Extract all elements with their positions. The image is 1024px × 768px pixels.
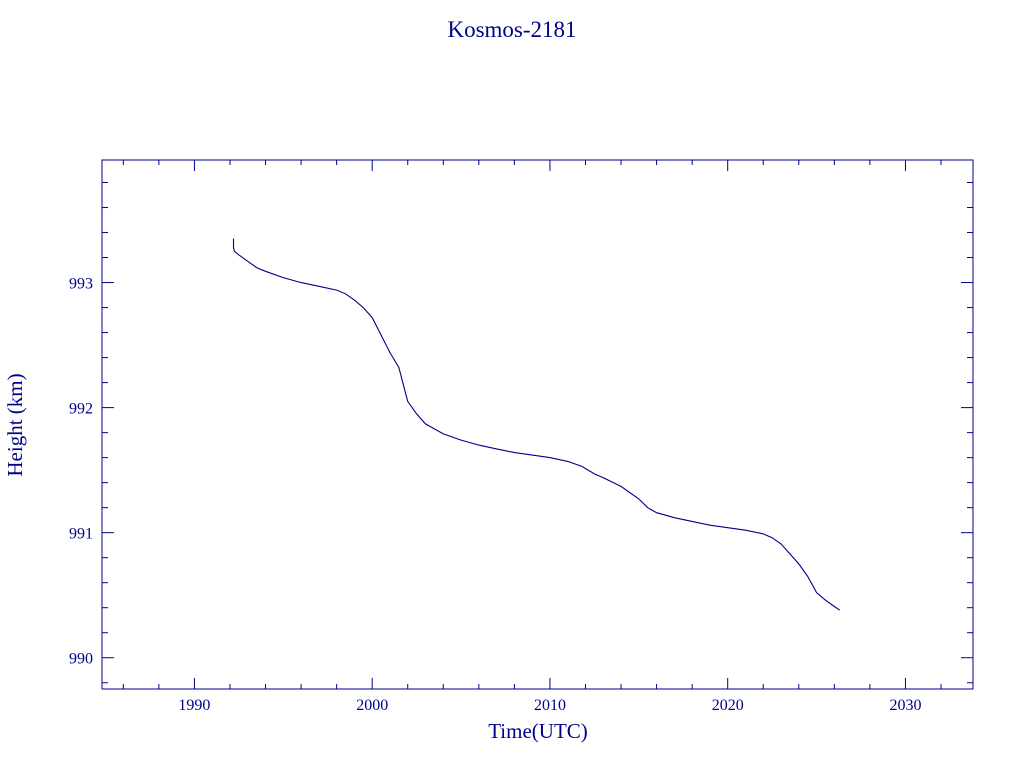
x-tick-label: 2030 (889, 697, 921, 714)
x-tick-label: 2010 (534, 697, 566, 714)
y-tick-label: 993 (69, 276, 93, 293)
axis-ticks (102, 160, 973, 689)
plot-frame (101, 159, 974, 690)
chart-title: Kosmos-2181 (447, 17, 576, 42)
x-axis-label: Time(UTC) (488, 719, 588, 743)
x-tick-label: 2000 (356, 697, 388, 714)
x-tick-label: 2020 (712, 697, 744, 714)
height-series-line (232, 238, 841, 611)
tick-labels: 1990 2000 2010 2020 2030 990 991 992 993 (69, 276, 921, 714)
x-tick-label: 1990 (178, 697, 210, 714)
y-tick-label: 990 (69, 651, 93, 668)
y-tick-label: 992 (69, 401, 93, 418)
y-axis-label: Height (km) (3, 373, 27, 476)
y-tick-label: 991 (69, 526, 93, 543)
